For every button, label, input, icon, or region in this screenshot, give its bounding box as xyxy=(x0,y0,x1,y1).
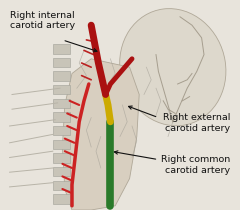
Text: Right common
carotid artery: Right common carotid artery xyxy=(161,155,230,175)
Polygon shape xyxy=(62,59,139,210)
Bar xyxy=(53,181,70,190)
Ellipse shape xyxy=(120,9,226,126)
Bar xyxy=(53,71,70,81)
Bar xyxy=(53,153,70,163)
Bar xyxy=(53,58,70,67)
Bar xyxy=(53,167,70,176)
Bar xyxy=(53,194,70,204)
Bar xyxy=(53,44,70,54)
Bar xyxy=(53,112,70,122)
Bar xyxy=(53,99,70,108)
Bar xyxy=(53,126,70,135)
Bar xyxy=(53,140,70,149)
Text: Right external
carotid artery: Right external carotid artery xyxy=(163,113,230,133)
Bar xyxy=(53,85,70,95)
Text: Right internal
carotid artery: Right internal carotid artery xyxy=(10,10,75,30)
